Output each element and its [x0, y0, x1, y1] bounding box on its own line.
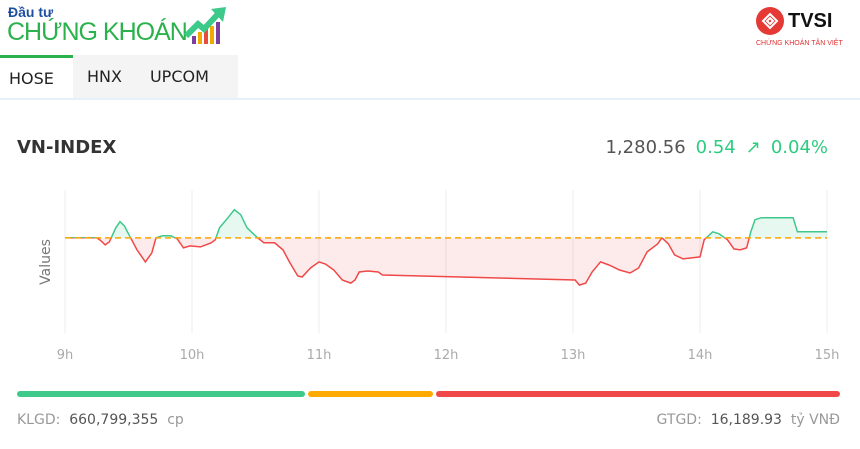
tab-hose[interactable]: HOSE [0, 55, 73, 98]
volume-unit: cp [167, 412, 184, 428]
logo-big-text: CHỨNG KHOÁN [7, 18, 188, 46]
breadth-unchanged [308, 391, 433, 397]
index-name: VN-INDEX [17, 137, 117, 158]
x-tick-label: 9h [57, 348, 74, 363]
x-tick-label: 12h [434, 348, 459, 363]
value-label: GTGD: [656, 412, 702, 428]
y-axis-label: Values [38, 239, 54, 285]
index-change: 0.54 [695, 137, 736, 158]
x-tick-label: 15h [815, 348, 840, 363]
breadth-advancing [17, 391, 306, 397]
exchange-tabs: HOSE HNX UPCOM [0, 55, 238, 98]
area-below-reference [96, 237, 750, 286]
volume-label: KLGD: [17, 412, 61, 428]
logo-small-text: Đầu tư [8, 4, 54, 20]
partner-subtitle: CHỨNG KHOÁN TÂN VIỆT [756, 40, 843, 47]
tab-divider [0, 98, 860, 100]
partner-logo: TVSI [755, 6, 832, 36]
value-info: GTGD: 16,189.93 tỷ VNĐ [657, 412, 840, 428]
x-axis-ticks: 9h 10h 11h 12h 13h 14h 15h [57, 348, 840, 363]
x-tick-label: 10h [180, 348, 205, 363]
market-breadth-bar [17, 391, 840, 397]
growth-chart-icon [184, 7, 226, 44]
index-change-percent: 0.04% [770, 137, 828, 158]
partner-logo-text: TVSI [788, 9, 833, 32]
tvsi-logo-icon [756, 7, 784, 35]
volume-value: 660,799,355 [69, 412, 159, 428]
value-unit: tỷ VNĐ [790, 412, 840, 428]
series-line-below-reference [65, 237, 751, 286]
volume-info: KLGD: 660,799,355 cp [17, 412, 184, 428]
breadth-declining [435, 391, 840, 397]
tab-upcom[interactable]: UPCOM [149, 67, 209, 86]
tab-hnx[interactable]: HNX [87, 67, 122, 86]
index-quote: 1,280.56 0.54 ↗ 0.04% [605, 137, 828, 158]
index-price: 1,280.56 [605, 137, 686, 158]
intraday-chart: 9h 10h 11h 12h 13h 14h 15h Values [38, 190, 840, 363]
arrow-up-right-icon: ↗ [745, 137, 761, 158]
value-value: 16,189.93 [710, 412, 782, 428]
area-above-reference [65, 209, 827, 238]
x-tick-label: 13h [561, 348, 586, 363]
x-tick-label: 11h [307, 348, 332, 363]
x-tick-label: 14h [688, 348, 713, 363]
